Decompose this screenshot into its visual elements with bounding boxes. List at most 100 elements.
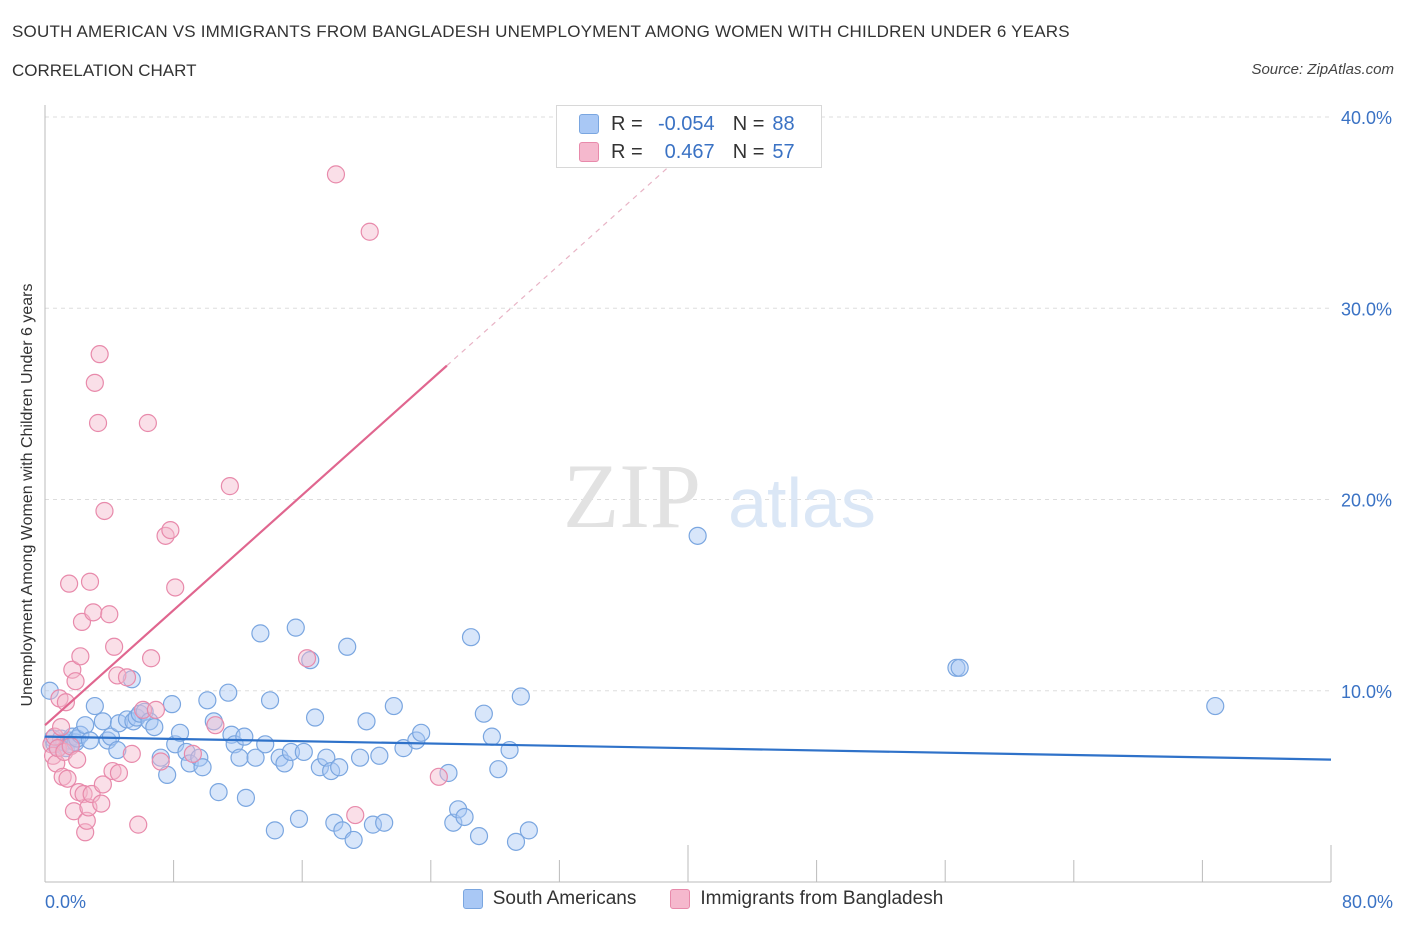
y-tick-label: 10.0% [1341, 682, 1392, 702]
point-south-americans [461, 628, 481, 647]
point-bangladesh [161, 520, 180, 540]
point-bangladesh [156, 526, 175, 545]
point-south-americans [519, 821, 538, 840]
point-south-americans [256, 735, 275, 754]
x-tick-label: 0.0% [45, 892, 86, 912]
point-south-americans [270, 748, 289, 767]
point-south-americans [219, 683, 238, 702]
stats-r-label: R = [611, 112, 643, 135]
legend-swatch-blue [462, 889, 483, 909]
stats-box: R = -0.054 N = 88 R = 0.467 N = 57 [556, 105, 822, 168]
point-south-americans [286, 618, 305, 637]
series-south-americans [40, 526, 1225, 851]
chart-title: SOUTH AMERICAN VS IMMIGRANTS FROM BANGLA… [12, 22, 1070, 41]
point-bangladesh [220, 477, 239, 496]
point-south-americans [260, 691, 280, 710]
point-south-americans [444, 813, 463, 832]
point-south-americans [76, 716, 95, 735]
point-bangladesh [68, 750, 87, 769]
point-south-americans [198, 691, 217, 710]
legend-swatch-pink [670, 889, 691, 909]
point-south-americans [305, 708, 325, 727]
point-bangladesh [60, 574, 79, 593]
point-south-americans [474, 704, 493, 723]
point-south-americans [511, 687, 530, 706]
point-bangladesh [100, 605, 119, 624]
stats-n-value: 88 [772, 112, 795, 135]
point-south-americans [265, 821, 284, 840]
point-south-americans [439, 763, 458, 783]
point-south-americans [506, 832, 526, 851]
stats-row-bangladesh: R = 0.467 N = 57 [579, 139, 795, 165]
legend-item-south-americans[interactable]: South Americans [462, 888, 637, 910]
point-bangladesh [95, 501, 114, 521]
point-south-americans [310, 758, 329, 777]
trend-line-south-americans [44, 735, 1332, 761]
point-south-americans [108, 740, 127, 760]
stats-n-label: N = [732, 112, 765, 135]
trend-lines [44, 149, 1332, 761]
point-bangladesh [151, 752, 170, 771]
point-south-americans [289, 809, 309, 828]
point-south-americans [236, 788, 256, 807]
point-south-americans [301, 651, 320, 670]
y-tick-label: 40.0% [1341, 108, 1392, 128]
point-bangladesh [297, 649, 317, 668]
point-bangladesh [93, 775, 112, 794]
point-bangladesh [92, 794, 111, 813]
point-bangladesh [66, 672, 85, 691]
point-south-americans [93, 712, 112, 731]
point-bangladesh [71, 647, 90, 666]
point-south-americans [209, 783, 228, 802]
source-credit: Source: ZipAtlas.com [1251, 61, 1394, 78]
legend-label: Immigrants from Bangladesh [700, 888, 944, 909]
point-south-americans [80, 731, 100, 750]
watermark-zip: ZIP [563, 445, 701, 547]
point-south-americans [145, 717, 164, 737]
point-south-americans [251, 624, 270, 643]
point-south-americans [357, 712, 376, 731]
point-south-americans [151, 748, 170, 767]
point-south-americans [455, 807, 474, 827]
point-south-americans [330, 758, 349, 777]
point-south-americans [281, 742, 301, 762]
y-axis-label: Unemployment Among Women with Children U… [19, 283, 36, 707]
y-tick-label: 30.0% [1341, 299, 1392, 319]
point-bangladesh [183, 744, 202, 763]
point-bangladesh [146, 700, 166, 719]
stats-swatch-pink [579, 142, 599, 162]
point-bangladesh [58, 769, 77, 788]
trend-extension-bangladesh [446, 149, 689, 367]
stats-n-value: 57 [772, 140, 795, 163]
legend: South Americans Immigrants from Banglade… [0, 888, 1406, 910]
stats-row-south-americans: R = -0.054 N = 88 [579, 111, 795, 137]
point-south-americans [235, 727, 254, 746]
point-south-americans [140, 712, 159, 731]
point-south-americans [40, 681, 59, 700]
point-south-americans [246, 748, 265, 767]
stats-r-value: 0.467 [664, 140, 715, 163]
point-south-americans [170, 723, 190, 742]
point-bangladesh [63, 660, 82, 679]
stats-swatch-blue [579, 114, 599, 134]
point-south-americans [344, 830, 363, 850]
y-tick-label: 20.0% [1341, 491, 1392, 511]
point-bangladesh [360, 222, 379, 241]
legend-label: South Americans [492, 888, 637, 909]
point-bangladesh [166, 578, 185, 597]
point-bangladesh [109, 763, 129, 783]
point-bangladesh [103, 761, 122, 781]
point-bangladesh [90, 345, 109, 364]
point-bangladesh [88, 413, 108, 433]
point-bangladesh [117, 668, 137, 687]
point-south-americans [469, 826, 489, 846]
series-bangladesh [42, 165, 448, 842]
point-bangladesh [326, 165, 346, 184]
point-south-americans [950, 658, 969, 677]
point-south-americans [85, 696, 104, 716]
chart-subtitle: CORRELATION CHART [12, 61, 197, 80]
legend-item-bangladesh[interactable]: Immigrants from Bangladesh [670, 888, 943, 910]
point-south-americans [489, 760, 508, 779]
point-south-americans [384, 696, 403, 716]
